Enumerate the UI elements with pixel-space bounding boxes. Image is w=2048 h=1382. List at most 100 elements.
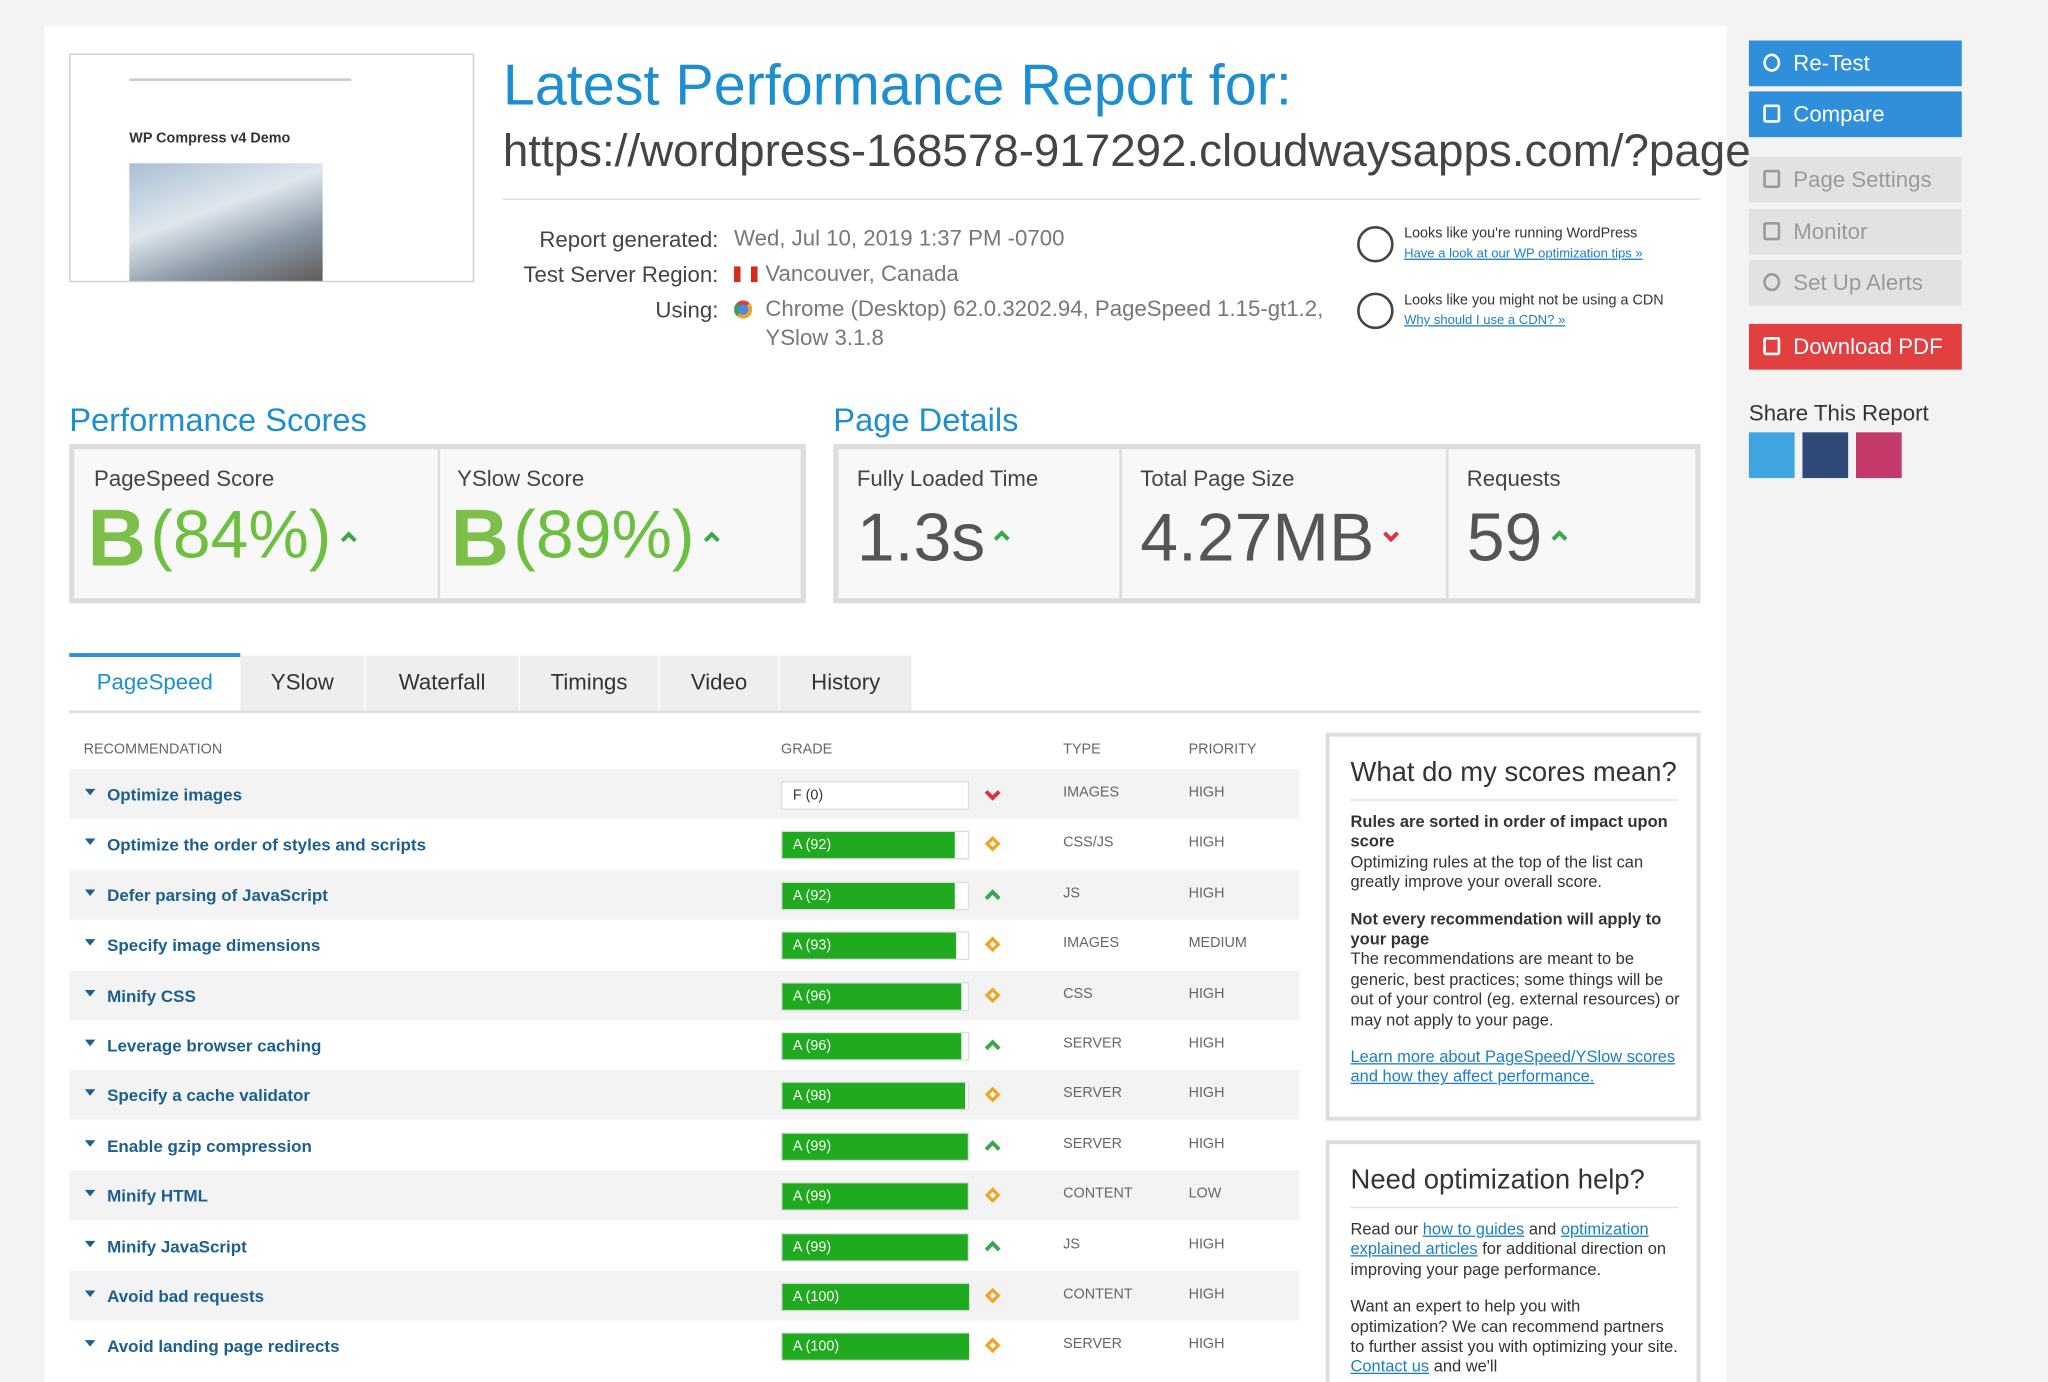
info-body: Read our how to guides and optimization …: [1351, 1220, 1680, 1382]
detail-value: 1.3s: [856, 500, 986, 576]
share-facebook[interactable]: [1802, 432, 1849, 479]
sidebar-button[interactable]: Download PDF: [1748, 323, 1962, 370]
type: JS: [1063, 1236, 1080, 1253]
recommendation-row[interactable]: Specify image dimensions A (93) IMAGES MEDI…: [69, 919, 1300, 970]
thumb-image: [129, 163, 323, 281]
info-box: Need optimization help? Read our how to g…: [1325, 1140, 1701, 1382]
trend-icon-up: [984, 885, 1002, 903]
type: IMAGES: [1063, 784, 1120, 801]
detail-label: Fully Loaded Time: [856, 466, 1039, 492]
priority: HIGH: [1188, 885, 1225, 901]
caret: [84, 939, 96, 946]
grade-box: A (92): [781, 831, 970, 860]
sidebar-button[interactable]: Monitor: [1748, 208, 1962, 255]
recommendation-row[interactable]: Avoid landing page redirects A (100) SERVE…: [69, 1320, 1300, 1371]
detail-label: Requests: [1466, 466, 1561, 492]
report-title: Latest Performance Report for:: [502, 53, 1292, 118]
recommendation-row[interactable]: Optimize images F (0) IMAGES HIGH: [69, 769, 1300, 819]
sidebar-button[interactable]: Set Up Alerts: [1748, 259, 1962, 306]
recommendation-row[interactable]: Optimize the order of styles and scripts…: [69, 819, 1300, 870]
notice-icon: [1357, 225, 1394, 263]
paragraph-link[interactable]: how to guides: [1422, 1219, 1525, 1239]
trend-icon-up: [984, 1236, 1002, 1254]
notice-text: Looks like you're running WordPress: [1404, 225, 1638, 242]
tab[interactable]: YSlow: [240, 655, 365, 712]
trend-icon-same: [984, 986, 1002, 1004]
trend-icon-same: [984, 1337, 1002, 1355]
grade-box: A (96): [781, 1031, 970, 1061]
priority: MEDIUM: [1188, 935, 1247, 952]
recommendation-name: Optimize the order of styles and scripts: [107, 835, 427, 855]
column-header: RECOMMENDATION: [83, 741, 223, 758]
sidebar-button[interactable]: Compare: [1748, 91, 1962, 138]
type: JS: [1063, 885, 1080, 901]
divider: [502, 198, 1701, 200]
share-title: Share This Report: [1748, 400, 1929, 426]
priority: HIGH: [1188, 1336, 1225, 1353]
grade-label: A (100): [792, 1339, 840, 1355]
recommendation-row[interactable]: Leverage browser caching A (96) SERVER HIGH: [69, 1020, 1300, 1070]
report-value: Chrome (Desktop) 62.0.3202.94, PageSpeed…: [765, 296, 1324, 351]
recommendation-row[interactable]: Enable gzip compression A (99) SERVER HIGH: [69, 1120, 1300, 1171]
recommendation-row[interactable]: Specify a cache validator A (98) SERVER HIG…: [69, 1070, 1300, 1120]
sidebar-button[interactable]: Re-Test: [1748, 40, 1962, 87]
trend-icon-down: [1382, 526, 1400, 544]
grade-label: F (0): [792, 787, 824, 804]
tab[interactable]: Video: [659, 655, 779, 712]
priority: LOW: [1188, 1186, 1222, 1202]
type: CSS: [1063, 985, 1093, 1002]
paragraph-link[interactable]: Learn more about PageSpeed/YSlow scores …: [1350, 1047, 1676, 1086]
grade-box: A (99): [781, 1182, 970, 1212]
paragraph-text: and we'll: [1429, 1357, 1498, 1376]
grade-label: A (99): [792, 1188, 832, 1205]
button-icon: [1763, 53, 1781, 72]
type: SERVER: [1063, 1035, 1123, 1052]
info-title: What do my scores mean?: [1350, 757, 1677, 788]
paragraph-text: and: [1524, 1219, 1561, 1239]
grade-box: F (0): [781, 781, 970, 810]
grade-box: A (92): [781, 881, 970, 911]
details-box: [833, 444, 1701, 604]
recommendation-name: Minify CSS: [107, 985, 196, 1006]
share-link[interactable]: [1855, 432, 1902, 479]
tab[interactable]: Timings: [519, 655, 659, 712]
recommendation-row[interactable]: Defer parsing of JavaScript A (92) JS HIGH: [69, 869, 1300, 920]
tab[interactable]: History: [779, 655, 912, 712]
caret: [84, 1240, 96, 1247]
sidebar-button[interactable]: Page Settings: [1748, 156, 1962, 203]
divider: [1350, 1206, 1679, 1209]
info-body: Rules are sorted in order of impact upon…: [1351, 812, 1680, 1104]
paragraph-link[interactable]: optimization explained articles: [1350, 1219, 1649, 1259]
recommendation-row[interactable]: Minify CSS A (96) CSS HIGH: [69, 969, 1300, 1020]
priority: HIGH: [1188, 1236, 1225, 1253]
recommendation-row[interactable]: Minify HTML A (99) CONTENT LOW: [69, 1170, 1300, 1221]
report-label: Test Server Region:: [523, 262, 719, 288]
grade-box: A (100): [781, 1332, 970, 1362]
button-label: Set Up Alerts: [1793, 270, 1923, 296]
recommendation-row[interactable]: Avoid bad requests A (100) CONTENT HIGH: [69, 1270, 1300, 1321]
button-icon: [1763, 336, 1781, 356]
trend-icon-up: [984, 1136, 1002, 1154]
trend-icon-up: [993, 526, 1011, 544]
paragraph: Want an expert to help you with optimiza…: [1351, 1297, 1680, 1377]
type: CSS/JS: [1063, 835, 1114, 851]
score-grade: B: [87, 493, 146, 584]
recommendation-name: Optimize images: [107, 784, 243, 805]
trend-icon-up: [703, 528, 721, 546]
priority: HIGH: [1188, 1136, 1225, 1152]
recommendation-row[interactable]: Minify JavaScript A (99) JS HIGH: [69, 1220, 1300, 1271]
tab[interactable]: Waterfall: [365, 655, 519, 712]
report-url: https://wordpress-168578-917292.cloudway…: [502, 125, 1797, 177]
grade-bar: [782, 932, 957, 959]
grade-label: A (98): [792, 1088, 832, 1105]
divider: [1119, 449, 1122, 599]
button-label: Compare: [1793, 101, 1885, 127]
paragraph-link[interactable]: Contact us: [1350, 1357, 1430, 1376]
button-label: Page Settings: [1793, 167, 1932, 192]
thumb-site-title: WP Compress v4 Demo: [129, 130, 291, 147]
tab-label: YSlow: [270, 670, 334, 695]
notice-link[interactable]: Have a look at our WP optimization tips …: [1404, 246, 1643, 262]
share-twitter[interactable]: [1748, 432, 1795, 479]
notice-link[interactable]: Why should I use a CDN? »: [1404, 313, 1566, 328]
tab[interactable]: PageSpeed: [69, 653, 241, 712]
